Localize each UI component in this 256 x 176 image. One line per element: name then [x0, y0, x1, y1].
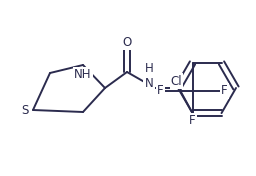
- Text: NH: NH: [74, 68, 92, 81]
- Text: F: F: [221, 84, 228, 97]
- Text: F: F: [189, 114, 196, 127]
- Text: S: S: [21, 103, 29, 117]
- Text: F: F: [157, 84, 164, 97]
- Text: H
N: H N: [145, 62, 153, 90]
- Text: Cl: Cl: [171, 75, 182, 88]
- Text: O: O: [122, 36, 132, 49]
